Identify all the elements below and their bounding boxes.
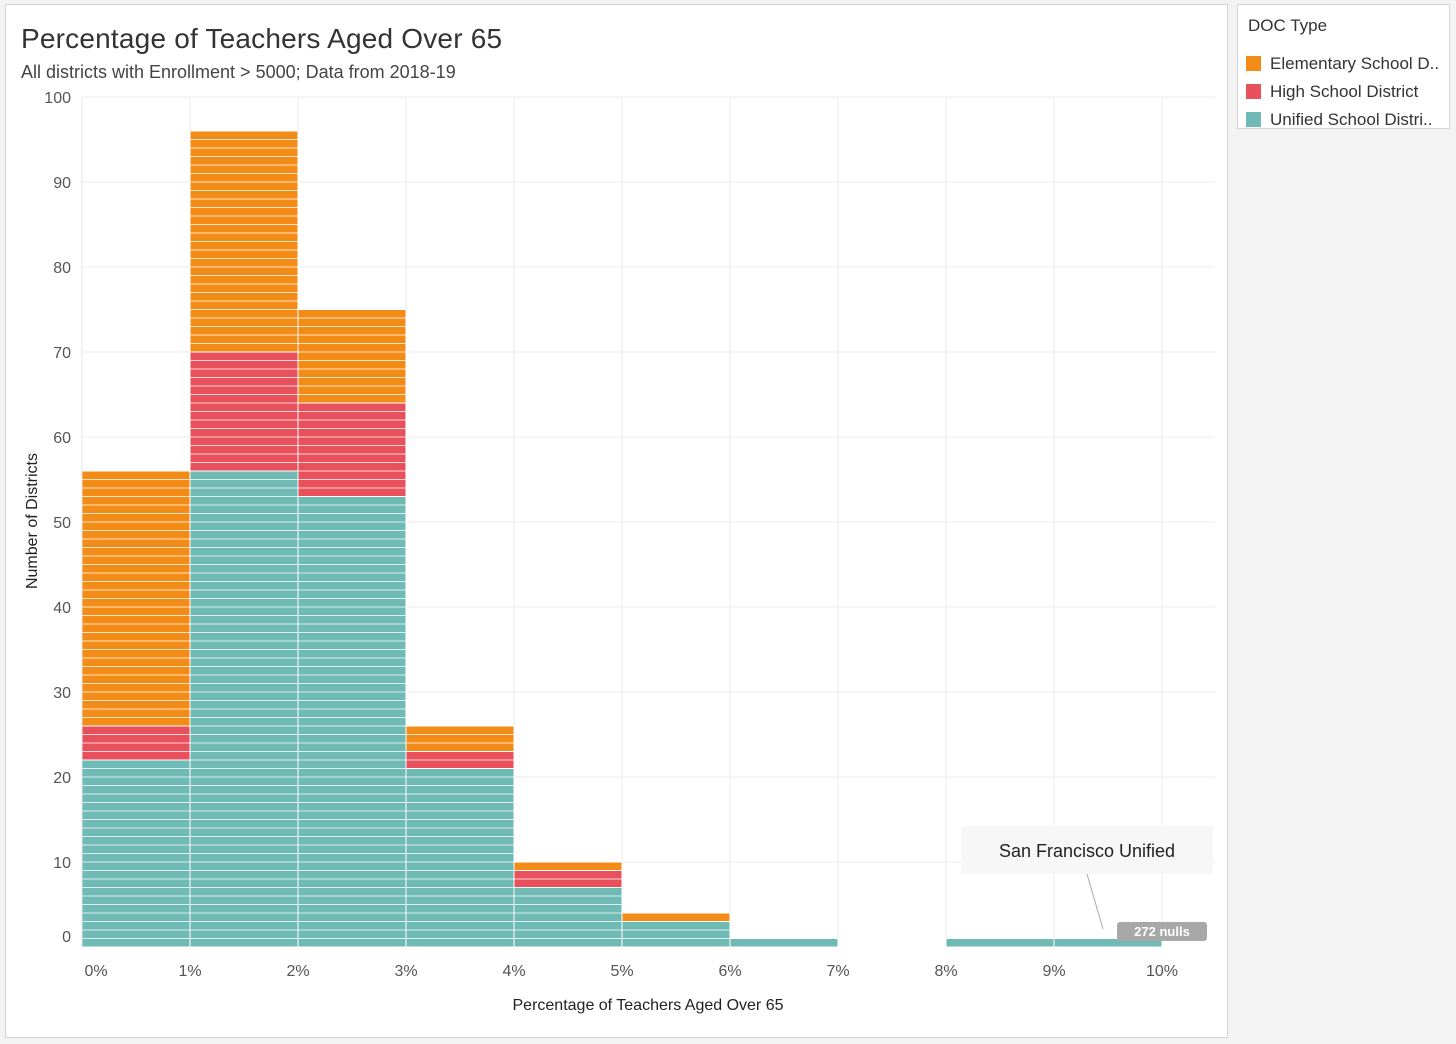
legend-item-high-school[interactable]: High School District bbox=[1246, 82, 1446, 102]
bar-segment-fill bbox=[298, 496, 406, 947]
x-tick-label: 8% bbox=[934, 963, 957, 980]
chart-subtitle: All districts with Enrollment > 5000; Da… bbox=[21, 62, 456, 82]
y-tick-label: 10 bbox=[53, 855, 71, 872]
axes: 0 10 20 30 40 50 60 70 80 90 100 0% 1% 2% 3% 4% 5% 6% 7% 8%… bbox=[44, 90, 1178, 980]
y-tick-label: 30 bbox=[53, 685, 71, 702]
y-tick-label: 50 bbox=[53, 515, 71, 532]
bar-segment[interactable] bbox=[513, 870, 623, 888]
bar-segment-fill bbox=[946, 938, 1054, 947]
bar-segment[interactable] bbox=[297, 496, 407, 948]
bar-segment[interactable] bbox=[189, 470, 299, 948]
y-axis-title: Number of Districts bbox=[24, 453, 41, 589]
legend-item-unified[interactable]: Unified School Distri.. bbox=[1246, 110, 1446, 130]
y-tick-label: 40 bbox=[53, 600, 71, 617]
x-tick-label: 1% bbox=[178, 963, 201, 980]
bar-segment[interactable] bbox=[621, 921, 731, 948]
legend: DOC Type Elementary School D.. High Scho… bbox=[1237, 4, 1450, 129]
bar-segment-fill bbox=[406, 768, 514, 947]
x-tick-label: 2% bbox=[286, 963, 309, 980]
y-tick-label: 100 bbox=[44, 90, 71, 107]
annotation-box bbox=[961, 826, 1213, 874]
annotation-callout[interactable]: San Francisco Unified 272 nulls bbox=[961, 826, 1213, 941]
y-tick-label: 0 bbox=[62, 929, 71, 946]
bar-segment[interactable] bbox=[729, 938, 839, 948]
bar-segment-fill bbox=[730, 938, 838, 947]
annotation-leader bbox=[1086, 873, 1104, 930]
bar-segment-fill bbox=[514, 887, 622, 947]
bar-segment-fill bbox=[1054, 938, 1162, 947]
x-tick-label: 10% bbox=[1146, 963, 1178, 980]
x-tick-label: 9% bbox=[1042, 963, 1065, 980]
y-tick-label: 20 bbox=[53, 770, 71, 787]
bar-segment[interactable] bbox=[405, 751, 515, 769]
bar-segment-outline bbox=[513, 861, 623, 871]
bar-segment-fill bbox=[622, 913, 730, 922]
y-tick-label: 90 bbox=[53, 175, 71, 192]
bar-segment[interactable] bbox=[513, 887, 623, 948]
bar-segment-fill bbox=[298, 403, 406, 497]
x-tick-label: 7% bbox=[826, 963, 849, 980]
bar-segment[interactable] bbox=[405, 768, 515, 948]
bar-segment[interactable] bbox=[189, 130, 299, 353]
bar-segment[interactable] bbox=[81, 725, 191, 761]
bar-segment-outline bbox=[621, 912, 731, 922]
bar-segment[interactable] bbox=[945, 938, 1055, 948]
bar-segment-outline bbox=[189, 130, 299, 353]
bar-segment[interactable] bbox=[81, 759, 191, 948]
x-tick-label: 3% bbox=[394, 963, 417, 980]
legend-label: High School District bbox=[1270, 82, 1419, 101]
legend-swatch bbox=[1246, 84, 1261, 99]
bar-segment-fill bbox=[514, 862, 622, 871]
bar-segment-fill bbox=[622, 921, 730, 947]
bar-segment[interactable] bbox=[297, 309, 407, 404]
chart-title: Percentage of Teachers Aged Over 65 bbox=[21, 23, 503, 54]
x-tick-label: 5% bbox=[610, 963, 633, 980]
bar-segment[interactable] bbox=[1053, 938, 1163, 948]
x-tick-label: 0% bbox=[84, 963, 107, 980]
nulls-indicator[interactable]: 272 nulls bbox=[1117, 922, 1207, 941]
bar-segment[interactable] bbox=[621, 912, 731, 922]
legend-title: DOC Type bbox=[1248, 16, 1328, 35]
x-tick-label: 4% bbox=[502, 963, 525, 980]
legend-swatch bbox=[1246, 112, 1261, 127]
bar-segment-outline bbox=[297, 309, 407, 404]
bar-segment[interactable] bbox=[81, 470, 191, 727]
y-tick-label: 70 bbox=[53, 345, 71, 362]
y-tick-label: 80 bbox=[53, 260, 71, 277]
legend-swatch bbox=[1246, 56, 1261, 71]
bar-segment-outline bbox=[405, 725, 515, 752]
bar-segment-outline bbox=[1053, 938, 1163, 948]
bar-segment[interactable] bbox=[513, 861, 623, 871]
x-axis-title: Percentage of Teachers Aged Over 65 bbox=[513, 997, 784, 1014]
bar-segment[interactable] bbox=[405, 725, 515, 752]
nulls-badge-bg bbox=[1117, 922, 1207, 941]
stacked-bars[interactable] bbox=[81, 130, 1163, 948]
bar-segment[interactable] bbox=[189, 351, 299, 472]
bar-segment-fill bbox=[406, 726, 514, 752]
x-tick-label: 6% bbox=[718, 963, 741, 980]
bar-segment[interactable] bbox=[297, 402, 407, 497]
legend-item-elementary[interactable]: Elementary School D.. bbox=[1246, 54, 1446, 74]
nulls-badge-text: 272 nulls bbox=[1134, 924, 1190, 939]
legend-label: Unified School Distri.. bbox=[1270, 110, 1433, 129]
bar-segment-fill bbox=[298, 309, 406, 403]
annotation-text: San Francisco Unified bbox=[999, 841, 1175, 861]
bar-segment-outline bbox=[729, 938, 839, 948]
y-tick-label: 60 bbox=[53, 430, 71, 447]
legend-label: Elementary School D.. bbox=[1270, 54, 1440, 73]
